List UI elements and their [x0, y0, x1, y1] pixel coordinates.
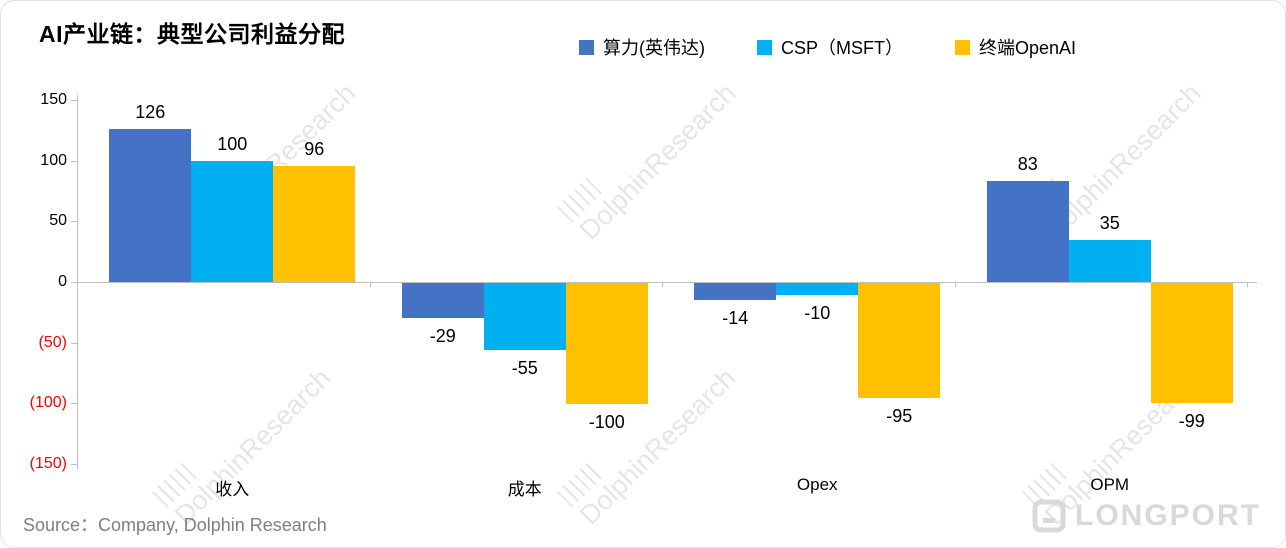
bar-value-label: 83	[1017, 154, 1038, 175]
bar	[776, 283, 859, 296]
legend-item-csp: CSP（MSFT）	[757, 34, 903, 60]
y-tick-mark	[71, 221, 77, 223]
bar	[401, 283, 484, 319]
bar-value-label: 100	[217, 133, 248, 154]
bar	[986, 181, 1069, 282]
bar-value-label: -10	[804, 303, 831, 324]
bar-value-label: -95	[886, 406, 913, 427]
bar-value-label: 96	[304, 138, 325, 159]
legend-label: 算力(英伟达)	[603, 38, 705, 58]
watermark: DolphinResearch	[556, 61, 742, 246]
legend-item-openai: 终端OpenAI	[955, 34, 1076, 60]
y-tick-label: (150)	[29, 455, 67, 472]
longport-logo: LONGPORT	[1031, 498, 1261, 534]
longport-logo-text: LONGPORT	[1075, 499, 1261, 532]
y-tick-label: 50	[49, 212, 67, 230]
bar	[694, 283, 777, 300]
legend-swatch-blue	[579, 39, 594, 55]
y-tick-label: 100	[40, 151, 67, 169]
x-tick-mark	[77, 282, 78, 287]
category-label: Opex	[796, 475, 838, 494]
bar-value-label: -100	[588, 412, 625, 433]
bar	[1150, 283, 1233, 404]
legend-item-compute: 算力(英伟达)	[579, 34, 705, 60]
bar-value-label: -99	[1178, 411, 1205, 432]
y-tick-label: 150	[40, 91, 67, 108]
x-tick-mark	[1247, 282, 1248, 287]
watermark: DolphinResearch	[151, 346, 337, 531]
y-tick-mark	[71, 464, 77, 465]
y-tick-label: (50)	[38, 333, 67, 351]
y-tick-mark	[71, 282, 77, 283]
legend-label: CSP（MSFT）	[781, 38, 904, 58]
x-tick-mark	[954, 282, 956, 287]
chart-title: AI产业链：典型公司利益分配	[39, 21, 345, 47]
category-label: 成本	[507, 480, 542, 499]
bar	[483, 283, 566, 350]
bar-value-label: -55	[511, 357, 538, 378]
x-axis-zero-line	[77, 282, 1257, 283]
watermark-hatch-icon	[556, 174, 605, 223]
y-tick-mark	[71, 100, 77, 101]
bar	[1068, 239, 1151, 282]
x-tick-mark	[662, 282, 663, 287]
y-tick-label: (100)	[29, 394, 67, 412]
bar-value-label: -14	[722, 307, 749, 328]
y-tick-mark	[71, 160, 77, 162]
bar-value-label: 35	[1099, 212, 1120, 233]
y-tick-mark	[71, 342, 77, 344]
source-note: Source：Company, Dolphin Research	[23, 515, 327, 535]
legend-label: 终端OpenAI	[979, 38, 1077, 58]
bar	[273, 165, 356, 282]
bar	[858, 283, 941, 399]
bar	[565, 283, 648, 405]
y-tick-label: 0	[58, 273, 67, 290]
category-label: 收入	[215, 480, 250, 499]
bar	[191, 160, 274, 282]
legend-swatch-cyan	[757, 39, 772, 55]
bar	[109, 129, 192, 282]
bar-value-label: 126	[135, 102, 166, 123]
category-label: OPM	[1090, 475, 1130, 494]
chart-legend: 算力(英伟达) CSP（MSFT） 终端OpenAI	[579, 34, 1076, 60]
legend-swatch-yellow	[955, 39, 971, 55]
bar-value-label: -29	[429, 326, 456, 347]
x-tick-mark	[369, 282, 371, 287]
longport-logo-icon	[1032, 499, 1066, 533]
y-tick-mark	[71, 403, 77, 405]
